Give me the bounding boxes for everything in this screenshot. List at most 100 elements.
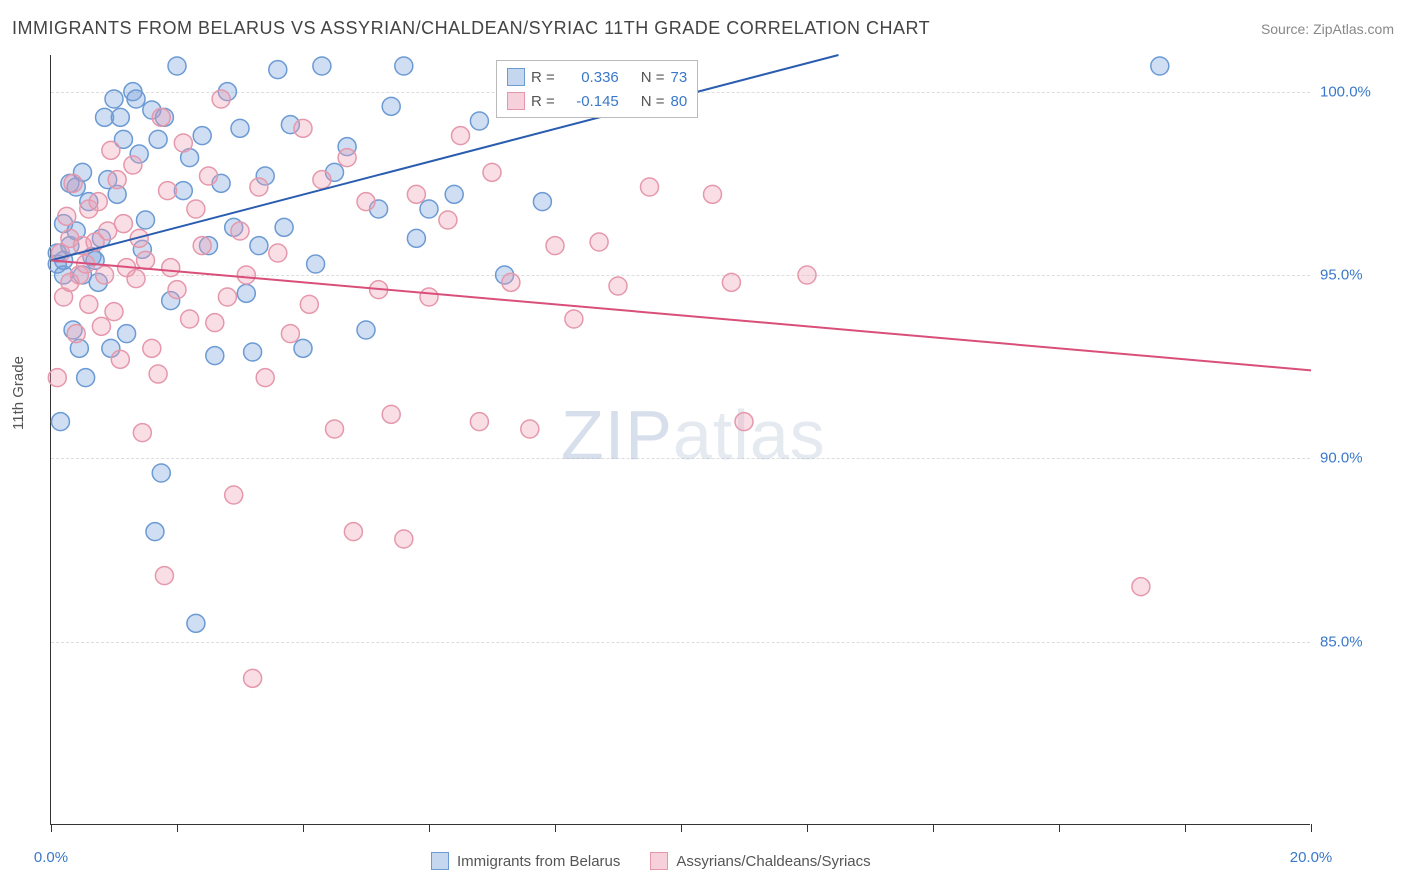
scatter-point <box>1151 57 1169 75</box>
scatter-point <box>281 325 299 343</box>
legend-r-prefix: R = <box>531 69 555 86</box>
scatter-point <box>149 130 167 148</box>
scatter-point <box>89 193 107 211</box>
scatter-point <box>149 365 167 383</box>
scatter-point <box>483 163 501 181</box>
scatter-point <box>218 288 236 306</box>
scatter-point <box>294 119 312 137</box>
regression-line <box>51 260 1311 370</box>
scatter-point <box>124 156 142 174</box>
scatter-point <box>127 270 145 288</box>
legend-series-label: Immigrants from Belarus <box>457 853 620 870</box>
scatter-point <box>96 266 114 284</box>
scatter-point <box>67 325 85 343</box>
scatter-point <box>152 464 170 482</box>
scatter-point <box>187 614 205 632</box>
scatter-point <box>137 211 155 229</box>
scatter-point <box>722 273 740 291</box>
scatter-point <box>159 182 177 200</box>
scatter-point <box>250 237 268 255</box>
scatter-point <box>118 325 136 343</box>
scatter-point <box>231 119 249 137</box>
scatter-point <box>470 413 488 431</box>
scatter-point <box>212 90 230 108</box>
legend-swatch <box>507 92 525 110</box>
scatter-point <box>231 222 249 240</box>
legend-correlation-row: R = 0.336 N = 73 <box>507 65 687 89</box>
legend-series-label: Assyrians/Chaldeans/Syriacs <box>676 853 870 870</box>
scatter-point <box>168 281 186 299</box>
scatter-point <box>108 171 126 189</box>
scatter-point <box>452 127 470 145</box>
scatter-point <box>137 251 155 269</box>
legend-series: Immigrants from Belarus Assyrians/Chaldea… <box>431 852 871 870</box>
scatter-point <box>704 185 722 203</box>
regression-line <box>51 55 839 260</box>
x-tick <box>1311 824 1312 832</box>
scatter-point <box>439 211 457 229</box>
scatter-point <box>244 669 262 687</box>
x-tick <box>51 824 52 832</box>
x-tick <box>933 824 934 832</box>
x-tick-label: 20.0% <box>1290 849 1333 866</box>
scatter-point <box>313 57 331 75</box>
scatter-point <box>395 57 413 75</box>
scatter-point <box>307 255 325 273</box>
scatter-point <box>798 266 816 284</box>
x-tick <box>555 824 556 832</box>
scatter-point <box>1132 578 1150 596</box>
scatter-point <box>357 321 375 339</box>
y-tick-label: 100.0% <box>1320 83 1390 100</box>
scatter-point <box>111 108 129 126</box>
y-axis-label: 11th Grade <box>10 356 27 430</box>
scatter-point <box>206 347 224 365</box>
legend-r-value: 0.336 <box>561 69 619 86</box>
legend-series-item: Assyrians/Chaldeans/Syriacs <box>650 852 870 870</box>
legend-n-prefix: N = <box>641 69 665 86</box>
scatter-point <box>77 369 95 387</box>
legend-correlation-box: R = 0.336 N = 73 R =-0.145N =80 <box>496 60 698 118</box>
scatter-point <box>51 413 69 431</box>
scatter-point <box>382 97 400 115</box>
legend-n-value: 73 <box>671 69 688 86</box>
scatter-point <box>609 277 627 295</box>
scatter-point <box>64 174 82 192</box>
source-label: Source: ZipAtlas.com <box>1261 21 1394 37</box>
scatter-point <box>470 112 488 130</box>
scatter-point <box>269 244 287 262</box>
scatter-point <box>300 295 318 313</box>
scatter-point <box>225 486 243 504</box>
chart-plot-area: 85.0%90.0%95.0%100.0% 0.0%20.0% ZIPatlas… <box>50 55 1310 825</box>
scatter-point <box>357 193 375 211</box>
scatter-point <box>200 167 218 185</box>
scatter-point <box>127 90 145 108</box>
scatter-point <box>641 178 659 196</box>
scatter-point <box>521 420 539 438</box>
scatter-point <box>269 61 287 79</box>
y-tick-label: 90.0% <box>1320 450 1390 467</box>
scatter-point <box>250 178 268 196</box>
scatter-point <box>206 314 224 332</box>
scatter-point <box>735 413 753 431</box>
legend-correlation-row: R =-0.145N =80 <box>507 89 687 113</box>
scatter-point <box>445 185 463 203</box>
scatter-point <box>80 295 98 313</box>
scatter-point <box>143 339 161 357</box>
scatter-point <box>420 200 438 218</box>
legend-swatch <box>507 68 525 86</box>
scatter-point <box>275 218 293 236</box>
x-tick <box>1185 824 1186 832</box>
scatter-point <box>105 90 123 108</box>
scatter-point <box>326 420 344 438</box>
scatter-point <box>114 215 132 233</box>
scatter-point <box>565 310 583 328</box>
scatter-point <box>237 266 255 284</box>
legend-swatch <box>650 852 668 870</box>
scatter-point <box>152 108 170 126</box>
scatter-point <box>155 567 173 585</box>
scatter-point <box>344 523 362 541</box>
legend-swatch <box>431 852 449 870</box>
legend-series-item: Immigrants from Belarus <box>431 852 620 870</box>
scatter-point <box>237 284 255 302</box>
scatter-point <box>407 185 425 203</box>
